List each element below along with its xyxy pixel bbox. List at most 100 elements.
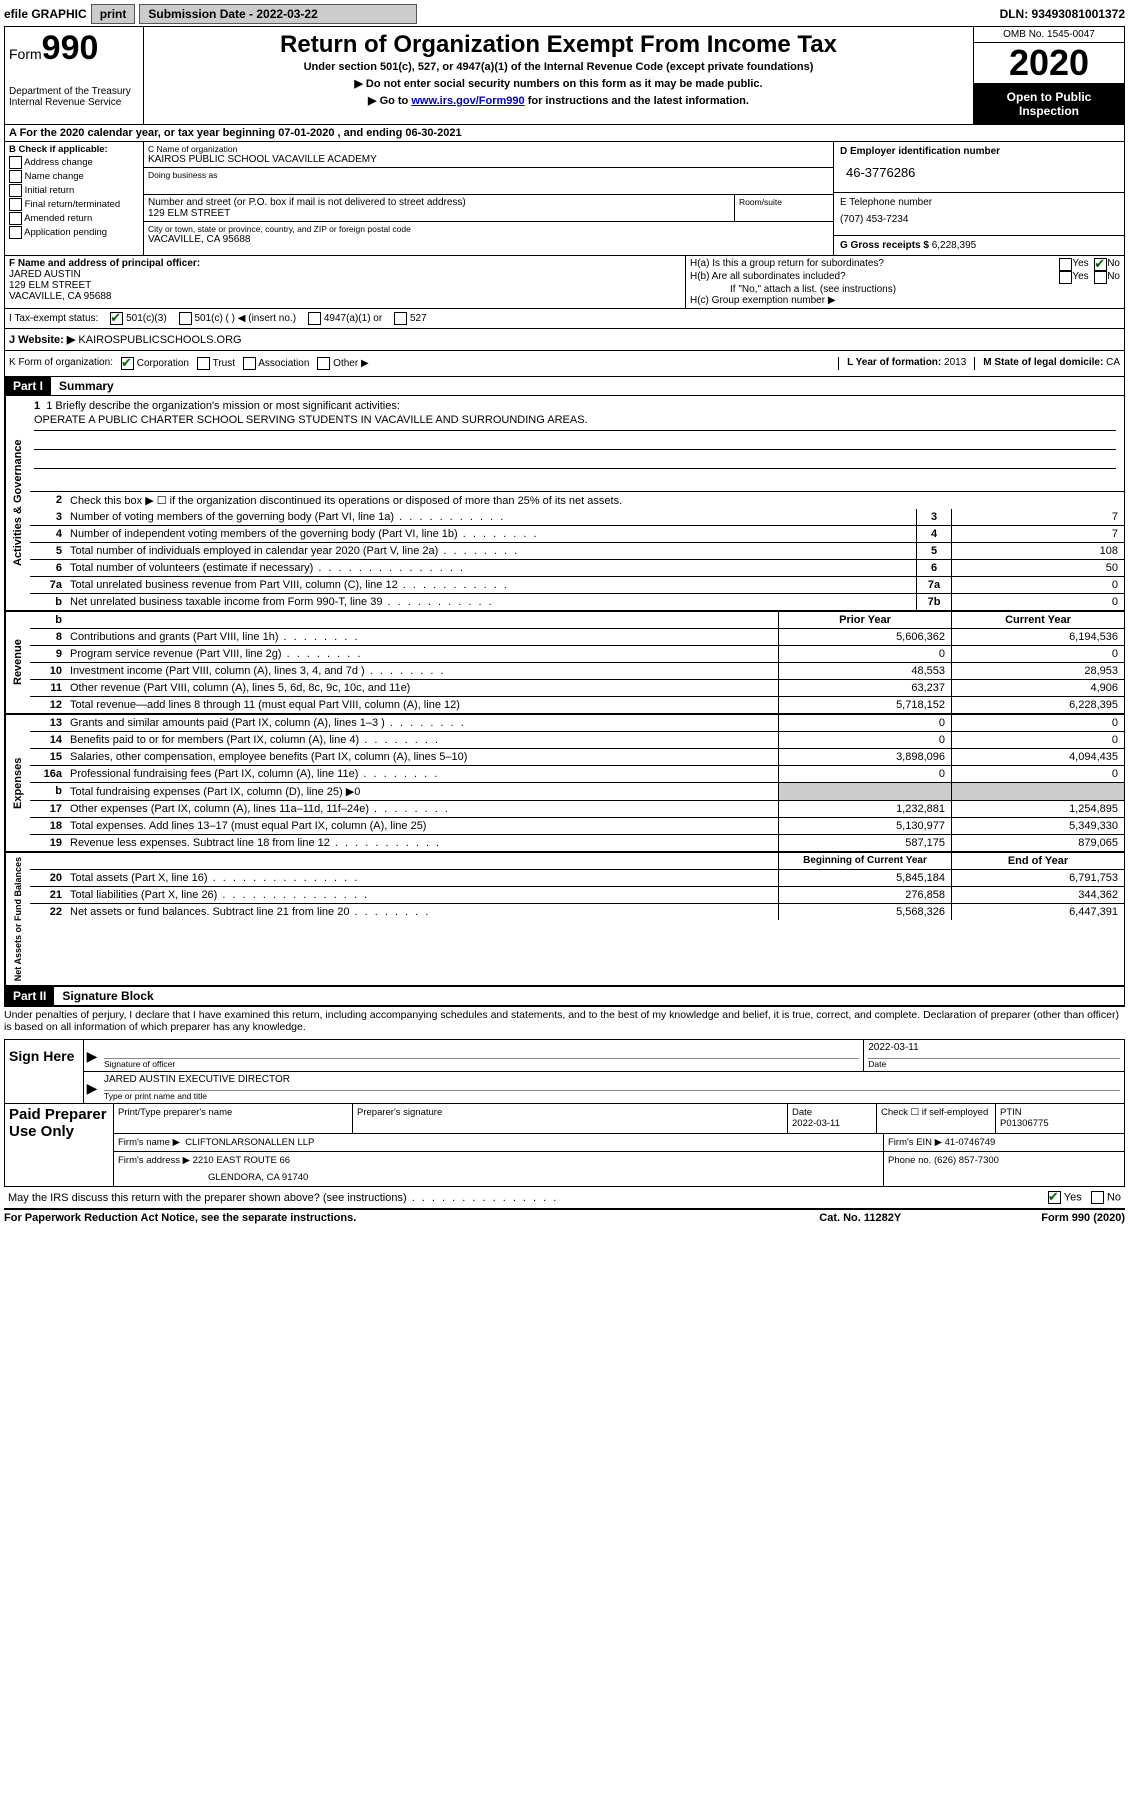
footer-mid: Cat. No. 11282Y bbox=[819, 1212, 901, 1224]
arrow-icon: ▶ bbox=[84, 1072, 100, 1103]
checkbox-icon[interactable] bbox=[1094, 258, 1107, 271]
summary-line: 7aTotal unrelated business revenue from … bbox=[30, 577, 1124, 594]
omb-number: OMB No. 1545-0047 bbox=[974, 27, 1124, 43]
dept-label: Department of the Treasury bbox=[9, 86, 139, 97]
checkbox-icon[interactable] bbox=[9, 198, 22, 211]
summary-line: 14Benefits paid to or for members (Part … bbox=[30, 732, 1124, 749]
summary-line: 15Salaries, other compensation, employee… bbox=[30, 749, 1124, 766]
officer-name-cell: JARED AUSTIN EXECUTIVE DIRECTOR Type or … bbox=[100, 1072, 1124, 1103]
exp-content: 13Grants and similar amounts paid (Part … bbox=[30, 715, 1124, 851]
summary-line: bNet unrelated business taxable income f… bbox=[30, 594, 1124, 610]
sign-here-block: Sign Here ▶ Signature of officer 2022-03… bbox=[4, 1039, 1125, 1104]
checkbox-icon[interactable] bbox=[9, 184, 22, 197]
checkbox-icon[interactable] bbox=[308, 312, 321, 325]
part2-title: Signature Block bbox=[54, 989, 153, 1003]
summary-net: Net Assets or Fund Balances Beginning of… bbox=[5, 851, 1124, 985]
paid-preparer-block: Paid Preparer Use Only Print/Type prepar… bbox=[4, 1104, 1125, 1187]
checkbox-icon[interactable] bbox=[1059, 271, 1072, 284]
checkbox-icon[interactable] bbox=[179, 312, 192, 325]
summary-rev: Revenue b Prior Year Current Year 8Contr… bbox=[5, 610, 1124, 713]
line-k: K Form of organization: Corporation Trus… bbox=[5, 351, 1124, 376]
checkbox-icon[interactable] bbox=[110, 312, 123, 325]
irs-link[interactable]: www.irs.gov/Form990 bbox=[411, 95, 524, 107]
street-cell: Number and street (or P.O. box if mail i… bbox=[144, 195, 735, 221]
form-title: Return of Organization Exempt From Incom… bbox=[152, 31, 965, 59]
irs-label: Internal Revenue Service bbox=[9, 97, 139, 108]
form-header: Form990 Department of the Treasury Inter… bbox=[5, 27, 1124, 125]
ag-content: 1 1 Briefly describe the organization's … bbox=[30, 396, 1124, 610]
checkbox-icon[interactable] bbox=[1091, 1191, 1104, 1204]
print-button[interactable]: print bbox=[91, 4, 136, 24]
box-f: F Name and address of principal officer:… bbox=[5, 256, 686, 308]
rev-header-row: b Prior Year Current Year bbox=[30, 612, 1124, 629]
net-content: Beginning of Current Year End of Year 20… bbox=[30, 853, 1124, 985]
summary-line: 20Total assets (Part X, line 16)5,845,18… bbox=[30, 870, 1124, 887]
checkbox-icon[interactable] bbox=[394, 312, 407, 325]
mission-text: OPERATE A PUBLIC CHARTER SCHOOL SERVING … bbox=[34, 412, 1116, 431]
ein-value: 46-3776286 bbox=[840, 157, 1118, 188]
ptin-cell: PTINP01306775 bbox=[996, 1104, 1124, 1133]
ein-cell: D Employer identification number 46-3776… bbox=[834, 142, 1124, 193]
box-deg: D Employer identification number 46-3776… bbox=[834, 142, 1124, 255]
city-cell: City or town, state or province, country… bbox=[144, 222, 833, 247]
paid-preparer-label: Paid Preparer Use Only bbox=[5, 1104, 114, 1186]
vert-net-assets: Net Assets or Fund Balances bbox=[5, 853, 30, 985]
checkbox-icon[interactable] bbox=[1048, 1191, 1061, 1204]
cb-amended: Amended return bbox=[9, 212, 139, 225]
street-address: 129 ELM STREET bbox=[148, 208, 730, 219]
tax-status-row: I Tax-exempt status: 501(c)(3) 501(c) ( … bbox=[5, 309, 1124, 329]
submission-date-button[interactable]: Submission Date - 2022-03-22 bbox=[139, 4, 417, 24]
checkbox-icon[interactable] bbox=[197, 357, 210, 370]
arrow-icon: ▶ bbox=[84, 1040, 100, 1071]
form-number: Form990 bbox=[9, 29, 139, 68]
prep-sig-cell: Preparer's signature bbox=[353, 1104, 788, 1133]
firm-ein-cell: Firm's EIN ▶ 41-0746749 bbox=[884, 1134, 1124, 1151]
summary-line: 22Net assets or fund balances. Subtract … bbox=[30, 904, 1124, 920]
form-container: Form990 Department of the Treasury Inter… bbox=[4, 26, 1125, 1007]
summary-line: 11Other revenue (Part VIII, column (A), … bbox=[30, 680, 1124, 697]
checkbox-icon[interactable] bbox=[9, 226, 22, 239]
dba-cell: Doing business as bbox=[144, 168, 833, 195]
address-row: Number and street (or P.O. box if mail i… bbox=[144, 195, 833, 222]
section-bc: B Check if applicable: Address change Na… bbox=[5, 142, 1124, 256]
header-left: Form990 Department of the Treasury Inter… bbox=[5, 27, 144, 124]
line-a: A For the 2020 calendar year, or tax yea… bbox=[5, 125, 1124, 142]
net-header-row: Beginning of Current Year End of Year bbox=[30, 853, 1124, 870]
gross-receipts-value: 6,228,395 bbox=[932, 240, 977, 251]
dln-label: DLN: 93493081001372 bbox=[1000, 7, 1125, 21]
efile-label: efile GRAPHIC bbox=[4, 7, 87, 21]
summary-line: 12Total revenue—add lines 8 through 11 (… bbox=[30, 697, 1124, 713]
checkbox-icon[interactable] bbox=[121, 357, 134, 370]
checkbox-icon[interactable] bbox=[1094, 271, 1107, 284]
footer-right: Form 990 (2020) bbox=[1041, 1212, 1125, 1224]
checkbox-icon[interactable] bbox=[9, 212, 22, 225]
cb-initial-return: Initial return bbox=[9, 184, 139, 197]
tax-year: 2020 bbox=[974, 43, 1124, 84]
summary-line: 9Program service revenue (Part VIII, lin… bbox=[30, 646, 1124, 663]
website-value: KAIROSPUBLICSCHOOLS.ORG bbox=[78, 334, 241, 346]
org-name-cell: C Name of organization KAIROS PUBLIC SCH… bbox=[144, 142, 833, 168]
box-h: H(a) Is this a group return for subordin… bbox=[686, 256, 1124, 308]
firm-addr-cell: Firm's address ▶ 2210 EAST ROUTE 66 GLEN… bbox=[114, 1152, 884, 1186]
prep-name-cell: Print/Type preparer's name bbox=[114, 1104, 353, 1133]
cb-address-change: Address change bbox=[9, 156, 139, 169]
checkbox-icon[interactable] bbox=[1059, 258, 1072, 271]
org-name: KAIROS PUBLIC SCHOOL VACAVILLE ACADEMY bbox=[148, 154, 829, 165]
checkbox-icon[interactable] bbox=[243, 357, 256, 370]
website-row: J Website: ▶ KAIROSPUBLICSCHOOLS.ORG bbox=[5, 329, 1124, 351]
discuss-row: May the IRS discuss this return with the… bbox=[4, 1187, 1125, 1210]
cb-final-return: Final return/terminated bbox=[9, 198, 139, 211]
officer-addr2: VACAVILLE, CA 95688 bbox=[9, 291, 681, 302]
checkbox-icon[interactable] bbox=[9, 156, 22, 169]
summary-line: 21Total liabilities (Part X, line 26)276… bbox=[30, 887, 1124, 904]
checkbox-icon[interactable] bbox=[9, 170, 22, 183]
city-state-zip: VACAVILLE, CA 95688 bbox=[148, 234, 829, 245]
summary-line: 6Total number of volunteers (estimate if… bbox=[30, 560, 1124, 577]
summary-line: 13Grants and similar amounts paid (Part … bbox=[30, 715, 1124, 732]
cb-application: Application pending bbox=[9, 226, 139, 239]
sign-here-label: Sign Here bbox=[5, 1040, 84, 1103]
checkbox-icon[interactable] bbox=[317, 357, 330, 370]
form-note1: ▶ Do not enter social security numbers o… bbox=[152, 77, 965, 90]
part2-header: Part II bbox=[5, 987, 54, 1005]
box-b: B Check if applicable: Address change Na… bbox=[5, 142, 144, 255]
